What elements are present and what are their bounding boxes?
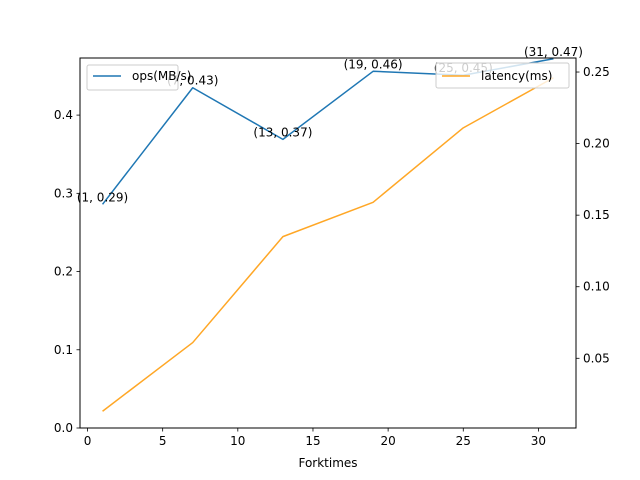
x-tick-label: 20 [380, 434, 395, 448]
y-right-tick-label: 0.10 [583, 280, 610, 294]
y-left-tick-label: 0.0 [54, 421, 73, 435]
legend-left: ops(MB/s) [86, 64, 191, 91]
y-axis-left: 0.0 0.1 0.2 0.3 0.4 [54, 108, 80, 435]
x-tick-label: 15 [305, 434, 320, 448]
x-axis: 0 5 10 15 20 25 30 [84, 428, 546, 448]
legend-left-box [86, 64, 179, 91]
ops-point-label: (1, 0.29) [77, 190, 128, 204]
y-left-tick-label: 0.4 [54, 108, 73, 122]
legend-right: latency(ms) [435, 62, 570, 89]
x-tick-label: 0 [84, 434, 92, 448]
ops-point-label: (19, 0.46) [344, 57, 403, 71]
ops-point-label: (13, 0.37) [253, 125, 312, 139]
x-tick-label: 25 [456, 434, 471, 448]
y-right-tick-label: 0.25 [583, 65, 610, 79]
x-tick-label: 30 [531, 434, 546, 448]
legend-latency-label: latency(ms) [481, 69, 552, 83]
y-axis-right: 0.05 0.10 0.15 0.20 0.25 [576, 65, 610, 365]
latency-series-line [102, 77, 554, 412]
legend-ops-label: ops(MB/s) [132, 69, 191, 83]
legend-right-box [435, 62, 570, 89]
x-tick-label: 5 [159, 434, 167, 448]
ops-point-label: (7, 0.43) [167, 74, 218, 88]
ops-point-label: (31, 0.47) [524, 45, 583, 59]
x-axis-title: Forktimes [298, 456, 357, 470]
plot-frame [79, 57, 577, 429]
y-right-tick-label: 0.05 [583, 351, 610, 365]
y-left-tick-label: 0.1 [54, 343, 73, 357]
y-left-tick-label: 0.3 [54, 186, 73, 200]
x-tick-label: 10 [230, 434, 245, 448]
y-left-tick-label: 0.2 [54, 265, 73, 279]
y-right-tick-label: 0.15 [583, 208, 610, 222]
y-right-tick-label: 0.20 [583, 137, 610, 151]
